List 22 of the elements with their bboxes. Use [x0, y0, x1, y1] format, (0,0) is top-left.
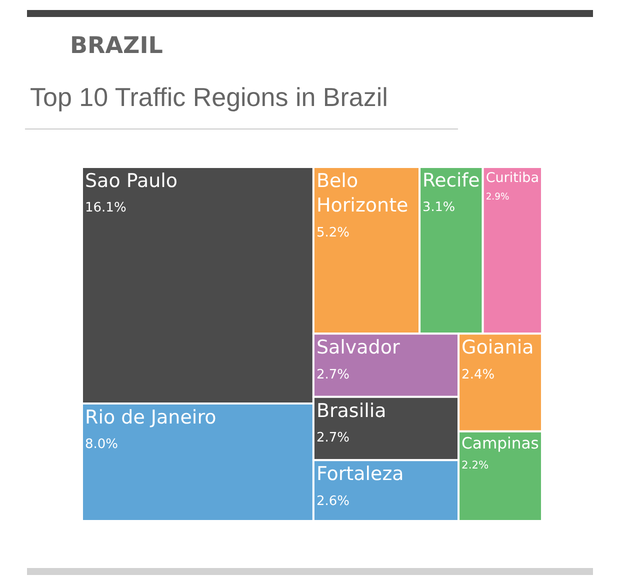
data-label: 2.9% — [486, 192, 510, 203]
data-label: 8.0% — [85, 437, 118, 452]
category-label: Fortaleza — [316, 463, 404, 486]
data-label: 2.6% — [316, 494, 350, 509]
category-label: Campinas — [462, 434, 539, 452]
category-label: Goiania — [462, 336, 534, 359]
category-label: Sao Paulo — [85, 170, 178, 192]
category-label: Brasilia — [316, 400, 386, 422]
category-label: Rio de Janeiro — [85, 406, 216, 428]
data-label: 2.7% — [316, 430, 350, 446]
category-label: Recife — [422, 170, 480, 192]
data-label: 2.2% — [462, 458, 489, 472]
category-label: Belo Horizonte — [316, 170, 408, 217]
category-label: Curitiba — [486, 170, 539, 186]
data-label: 16.1% — [85, 200, 126, 216]
text: Top 10 Traffic Regions in Brazil — [30, 82, 388, 112]
category-label: Salvador — [316, 336, 400, 359]
data-label: 5.2% — [316, 225, 350, 240]
data-label: 2.7% — [316, 367, 350, 382]
data-label: 3.1% — [422, 200, 456, 216]
text: BRAZIL — [70, 33, 164, 60]
data-label: 2.4% — [462, 367, 495, 382]
